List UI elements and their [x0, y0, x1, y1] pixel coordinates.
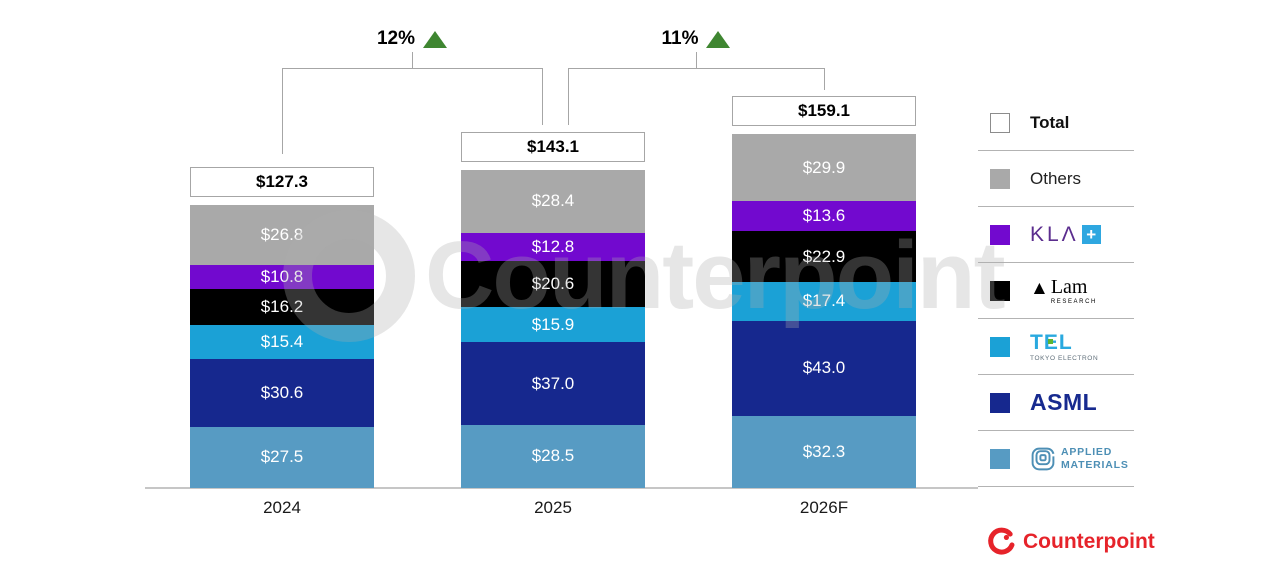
bracket-line: [542, 68, 543, 125]
bar-segment-lam-research-2024: $16.2: [190, 288, 374, 325]
segment-value-label: $16.2: [260, 296, 304, 316]
segment-value-label: $37.0: [531, 373, 575, 393]
total-label-2026f: $159.1: [732, 96, 916, 127]
segment-value-label: $27.5: [260, 447, 304, 467]
bar-segment-asml-2026f: $43.0: [732, 320, 916, 417]
bracket-line: [824, 68, 825, 90]
segment-value-label: $20.6: [531, 274, 575, 294]
bar-segment-applied-materials-2026f: $32.3: [732, 416, 916, 488]
up-triangle-icon: [423, 30, 448, 48]
segment-value-label: $43.0: [802, 358, 846, 378]
asml-wordmark: ASML: [1030, 389, 1098, 415]
segment-value-label: $32.3: [802, 442, 846, 462]
bar-segment-others-2025: $28.4: [461, 169, 645, 233]
counterpoint-mark-icon: [988, 527, 1015, 555]
x-axis-label-2025: 2025: [534, 498, 572, 517]
bar-segment-tel-2025: $15.9: [461, 307, 645, 343]
legend: Total Others KLΛ + ▲ Lam RESEARCH: [978, 95, 1134, 487]
bar-segment-kla-2024: $10.8: [190, 264, 374, 289]
legend-item-tel: TEL TOKYO ELECTRON: [978, 319, 1134, 375]
bar-segment-applied-materials-2024: $27.5: [190, 426, 374, 488]
kla-wordmark: KLΛ: [1030, 222, 1079, 246]
x-axis-label-2024: 2024: [263, 498, 301, 517]
segment-value-label: $26.8: [260, 224, 304, 244]
lam-research-logo: ▲ Lam RESEARCH: [1030, 277, 1097, 305]
tel-logo: TEL TOKYO ELECTRON: [1030, 332, 1098, 362]
applied-materials-swatch: [990, 448, 1010, 469]
asml-swatch: [990, 392, 1010, 413]
tel-wordmark: TEL: [1030, 330, 1073, 354]
segment-value-label: $28.4: [531, 191, 575, 211]
bracket-line: [282, 68, 542, 69]
growth-label-2024-2025: 12%: [352, 28, 472, 50]
segment-value-label: $30.6: [260, 382, 304, 402]
x-axis-label-2026f: 2026F: [799, 498, 849, 517]
counterpoint-logo: Counterpoint: [986, 527, 1155, 557]
growth-percent: 11%: [661, 28, 699, 49]
applied-materials-wordmark: APPLIED MATERIALS: [1061, 446, 1129, 471]
growth-label-2025-2026: 11%: [636, 28, 756, 50]
legend-item-applied-materials: APPLIED MATERIALS: [978, 431, 1134, 487]
legend-item-lam-research: ▲ Lam RESEARCH: [978, 263, 1134, 319]
bracket-line: [282, 68, 283, 154]
bar-segment-applied-materials-2025: $28.5: [461, 424, 645, 488]
legend-label: Total: [1030, 112, 1070, 132]
tokyo-electron-text: TOKYO ELECTRON: [1030, 354, 1099, 362]
bar-segment-tel-2024: $15.4: [190, 324, 374, 359]
bar-segment-lam-research-2026f: $22.9: [732, 231, 916, 282]
others-swatch: [990, 168, 1010, 189]
bracket-line: [568, 68, 824, 69]
bar-segment-others-2024: $26.8: [190, 205, 374, 265]
applied-materials-icon: [1031, 447, 1055, 470]
growth-percent: 12%: [376, 28, 416, 49]
total-swatch: [990, 112, 1010, 133]
lam-research-text: RESEARCH: [1050, 298, 1097, 305]
segment-value-label: $17.4: [802, 291, 846, 311]
legend-label: Others: [1030, 168, 1082, 188]
kla-logo: KLΛ +: [1030, 223, 1101, 247]
segment-value-label: $15.9: [531, 314, 575, 334]
total-label-2024: $127.3: [190, 167, 374, 198]
bar-segment-kla-2025: $12.8: [461, 232, 645, 262]
counterpoint-wordmark: Counterpoint: [1023, 530, 1155, 553]
bar-segment-others-2026f: $29.9: [732, 134, 916, 201]
total-label-2025: $143.1: [461, 131, 645, 162]
bar-segment-lam-research-2025: $20.6: [461, 261, 645, 308]
lam-swatch: [990, 280, 1010, 301]
segment-value-label: $22.9: [802, 246, 846, 266]
segment-value-label: $15.4: [260, 331, 304, 351]
applied-materials-logo: APPLIED MATERIALS: [1030, 446, 1129, 472]
lam-triangle-icon: ▲: [1030, 277, 1049, 299]
bar-segment-asml-2025: $37.0: [461, 342, 645, 425]
kla-swatch: [990, 224, 1010, 245]
bracket-line: [568, 68, 569, 125]
legend-item-asml: ASML: [978, 375, 1134, 431]
segment-value-label: $10.8: [260, 266, 304, 286]
legend-item-others: Others: [978, 151, 1134, 207]
bar-segment-tel-2026f: $17.4: [732, 282, 916, 321]
segment-value-label: $12.8: [531, 237, 575, 257]
x-axis-line: [145, 487, 978, 489]
bracket-line: [412, 52, 413, 68]
bar-segment-kla-2026f: $13.6: [732, 200, 916, 232]
tel-swatch: [990, 336, 1010, 357]
legend-item-total: Total: [978, 95, 1134, 151]
tel-green-square-icon: [1047, 338, 1053, 344]
segment-value-label: $13.6: [802, 206, 846, 225]
bracket-line: [696, 52, 697, 68]
segment-value-label: $29.9: [802, 157, 846, 177]
lam-wordmark: Lam: [1050, 275, 1088, 298]
bar-segment-asml-2024: $30.6: [190, 358, 374, 427]
up-triangle-icon: [706, 30, 731, 48]
kla-plus-icon: +: [1081, 225, 1101, 244]
legend-item-kla: KLΛ +: [978, 207, 1134, 263]
segment-value-label: $28.5: [531, 446, 575, 466]
